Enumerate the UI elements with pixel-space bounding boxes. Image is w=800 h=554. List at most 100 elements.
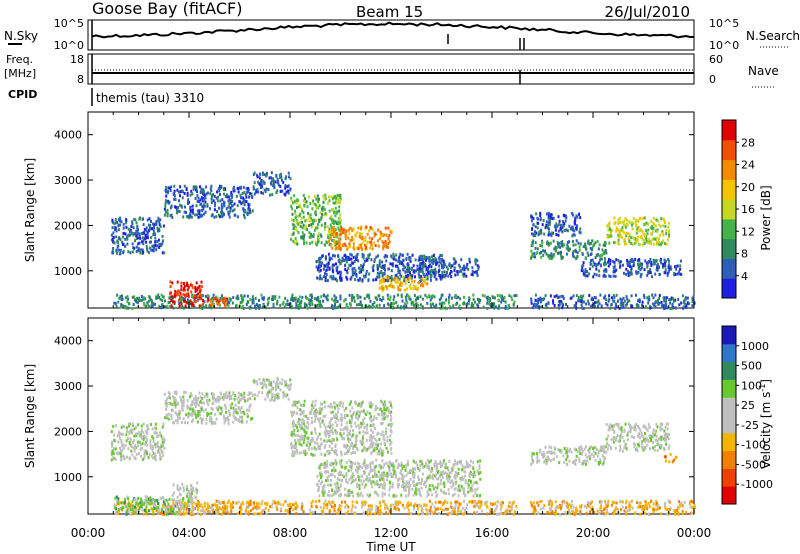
range-gate-cell bbox=[383, 233, 386, 237]
range-gate-cell bbox=[133, 246, 136, 250]
range-gate-cell bbox=[257, 180, 260, 184]
range-gate-cell bbox=[652, 230, 655, 234]
range-gate-cell bbox=[173, 391, 176, 395]
range-gate-cell bbox=[126, 455, 129, 459]
range-gate-cell bbox=[375, 439, 378, 443]
range-gate-cell bbox=[127, 297, 130, 301]
range-gate-cell bbox=[462, 302, 464, 306]
range-gate-cell bbox=[140, 424, 143, 428]
range-gate-cell bbox=[323, 227, 326, 231]
range-gate-cell bbox=[611, 229, 614, 233]
range-gate-cell bbox=[237, 391, 240, 395]
range-gate-cell bbox=[227, 195, 230, 199]
range-gate-cell bbox=[150, 299, 153, 303]
range-gate-cell bbox=[605, 269, 608, 273]
range-gate-cell bbox=[470, 479, 472, 483]
range-gate-cell bbox=[198, 209, 201, 213]
range-gate-cell bbox=[111, 218, 114, 222]
range-gate-cell bbox=[160, 293, 163, 297]
range-gate-cell bbox=[476, 303, 479, 307]
range-gate-cell bbox=[245, 303, 248, 306]
range-gate-cell bbox=[382, 414, 385, 418]
range-gate-cell bbox=[235, 194, 238, 198]
range-gate-cell bbox=[334, 214, 337, 218]
range-gate-cell bbox=[331, 423, 334, 427]
range-gate-cell bbox=[115, 235, 118, 239]
range-gate-cell bbox=[533, 252, 536, 256]
range-gate-cell bbox=[421, 462, 424, 466]
range-gate-cell bbox=[229, 297, 232, 301]
range-gate-cell bbox=[394, 264, 397, 268]
range-gate-cell bbox=[179, 190, 182, 194]
range-gate-cell bbox=[366, 240, 369, 244]
range-gate-cell bbox=[575, 257, 578, 261]
range-gate-cell bbox=[303, 428, 306, 432]
range-gate-cell bbox=[360, 267, 363, 271]
range-gate-cell bbox=[539, 296, 542, 300]
range-gate-cell bbox=[362, 441, 365, 444]
range-gate-cell bbox=[619, 303, 622, 307]
range-gate-cell bbox=[243, 209, 246, 213]
range-gate-cell bbox=[316, 297, 319, 301]
range-gate-cell bbox=[316, 243, 318, 247]
range-gate-cell bbox=[418, 275, 421, 279]
range-gate-cell bbox=[394, 274, 397, 278]
range-gate-cell bbox=[291, 450, 294, 454]
range-gate-cell bbox=[231, 199, 234, 203]
range-gate-cell bbox=[337, 407, 340, 411]
range-gate-cell bbox=[572, 243, 575, 247]
range-gate-cell bbox=[400, 463, 403, 467]
range-gate-cell bbox=[623, 223, 625, 227]
range-gate-cell bbox=[489, 298, 492, 302]
range-gate-cell bbox=[204, 294, 207, 298]
range-gate-cell bbox=[550, 234, 553, 238]
range-gate-cell bbox=[165, 186, 168, 189]
range-gate-cell bbox=[338, 237, 341, 241]
range-gate-cell bbox=[139, 443, 142, 447]
range-gate-cell bbox=[179, 294, 182, 298]
range-gate-cell bbox=[172, 300, 174, 304]
range-gate-cell bbox=[413, 279, 416, 283]
range-gate-cell bbox=[448, 262, 451, 266]
freq-tick-bottom: 8 bbox=[77, 73, 84, 86]
range-gate-cell bbox=[233, 202, 236, 206]
range-gate-cell bbox=[637, 305, 640, 309]
range-gate-cell bbox=[135, 221, 138, 225]
range-gate-cell bbox=[245, 195, 248, 199]
range-gate-cell bbox=[118, 296, 121, 300]
range-gate-cell bbox=[582, 294, 585, 298]
range-gate-cell bbox=[241, 304, 244, 308]
range-gate-cell bbox=[394, 472, 397, 476]
range-gate-cell bbox=[253, 181, 256, 185]
range-gate-cell bbox=[658, 223, 661, 227]
range-gate-cell bbox=[426, 295, 429, 299]
range-gate-cell bbox=[122, 231, 125, 235]
range-gate-cell bbox=[663, 299, 666, 303]
range-gate-cell bbox=[379, 297, 382, 301]
range-gate-cell bbox=[414, 258, 417, 262]
range-gate-cell bbox=[362, 448, 365, 452]
range-gate-cell bbox=[406, 287, 408, 291]
range-gate-cell bbox=[481, 293, 484, 297]
range-gate-cell bbox=[196, 213, 199, 217]
range-gate-cell bbox=[140, 428, 143, 432]
range-gate-cell bbox=[145, 235, 147, 239]
range-gate-cell bbox=[289, 188, 292, 192]
range-gate-cell bbox=[400, 295, 403, 299]
range-gate-cell bbox=[301, 295, 304, 299]
range-gate-cell bbox=[309, 298, 312, 302]
range-gate-cell bbox=[211, 303, 214, 307]
range-gate-cell bbox=[169, 189, 172, 193]
range-gate-cell bbox=[134, 218, 137, 222]
range-gate-cell bbox=[674, 272, 677, 276]
range-gate-cell bbox=[506, 306, 509, 310]
range-gate-cell bbox=[110, 452, 113, 456]
range-gate-cell bbox=[441, 254, 443, 258]
range-gate-cell bbox=[638, 243, 641, 246]
range-gate-cell bbox=[373, 260, 376, 263]
range-gate-cell bbox=[607, 260, 610, 264]
colorbar-segment bbox=[722, 179, 736, 200]
range-gate-cell bbox=[370, 415, 373, 419]
range-gate-cell bbox=[432, 261, 435, 265]
range-gate-cell bbox=[569, 227, 572, 231]
